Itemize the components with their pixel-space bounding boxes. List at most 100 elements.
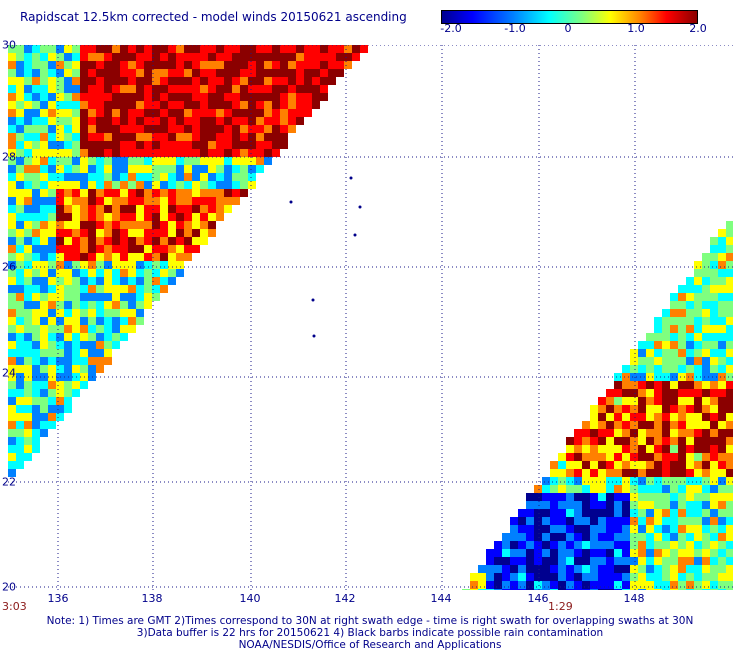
swath-cell — [670, 525, 678, 533]
swath-cell — [168, 141, 176, 149]
swath-cell — [56, 285, 64, 293]
swath-cell — [630, 429, 638, 437]
swath-cell — [582, 525, 590, 533]
swath-cell — [526, 589, 534, 590]
swath-cell — [8, 389, 16, 397]
swath-cell — [128, 157, 136, 165]
swath-cell — [128, 253, 136, 261]
swath-cell — [328, 77, 336, 85]
swath-cell — [670, 557, 678, 565]
swath-cell — [176, 269, 184, 277]
swath-cell — [598, 397, 606, 405]
swath-cell — [646, 389, 654, 397]
swath-cell — [72, 45, 80, 53]
swath-cell — [590, 485, 598, 493]
swath-cell — [240, 125, 248, 133]
swath-cell — [232, 157, 240, 165]
swath-cell — [56, 293, 64, 301]
swath-cell — [72, 325, 80, 333]
swath-cell — [582, 517, 590, 525]
swath-cell — [622, 445, 630, 453]
swath-cell — [80, 45, 88, 53]
swath-cell — [184, 229, 192, 237]
swath-cell — [48, 125, 56, 133]
swath-cell — [718, 517, 726, 525]
swath-cell — [232, 125, 240, 133]
swath-cell — [208, 61, 216, 69]
swath-cell — [144, 61, 152, 69]
swath-cell — [296, 61, 304, 69]
swath-cell — [32, 229, 40, 237]
swath-cell — [582, 581, 590, 589]
swath-cell — [558, 525, 566, 533]
swath-cell — [304, 85, 312, 93]
swath-cell — [72, 69, 80, 77]
swath-cell — [136, 237, 144, 245]
swath-cell — [304, 93, 312, 101]
swath-cell — [670, 517, 678, 525]
swath-cell — [694, 285, 702, 293]
swath-cell — [232, 77, 240, 85]
swath-cell — [646, 365, 654, 373]
swath-cell — [702, 277, 710, 285]
swath-cell — [48, 149, 56, 157]
swath-cell — [120, 45, 128, 53]
swath-cell — [104, 93, 112, 101]
swath-cell — [64, 245, 72, 253]
swath-cell — [678, 565, 686, 573]
swath-cell — [40, 61, 48, 69]
swath-cell — [64, 333, 72, 341]
swath-cell — [120, 245, 128, 253]
swath-cell — [670, 309, 678, 317]
swath-cell — [48, 85, 56, 93]
swath-cell — [16, 45, 24, 53]
swath-cell — [598, 541, 606, 549]
swath-cell — [88, 349, 96, 357]
swath-cell — [16, 101, 24, 109]
swath-cell — [72, 189, 80, 197]
swath-cell — [48, 109, 56, 117]
swath-cell — [80, 349, 88, 357]
swath-cell — [678, 405, 686, 413]
swath-cell — [112, 285, 120, 293]
swath-cell — [192, 157, 200, 165]
swath-cell — [574, 501, 582, 509]
swath-cell — [64, 109, 72, 117]
swath-cell — [112, 85, 120, 93]
swath-cell — [710, 397, 718, 405]
swath-cell — [64, 301, 72, 309]
swath-cell — [120, 269, 128, 277]
swath-cell — [694, 533, 702, 541]
lat-label: 30 — [2, 38, 16, 52]
swath-cell — [200, 157, 208, 165]
swath-cell — [614, 589, 622, 590]
swath-cell — [518, 581, 526, 589]
swath-cell — [328, 69, 336, 77]
swath-cell — [168, 277, 176, 285]
swath-cell — [104, 149, 112, 157]
swath-cell — [718, 253, 726, 261]
swath-cell — [352, 53, 360, 61]
swath-cell — [40, 333, 48, 341]
swath-cell — [48, 165, 56, 173]
swath-cell — [72, 157, 80, 165]
swath-cell — [136, 309, 144, 317]
swath-cell — [56, 389, 64, 397]
swath-cell — [160, 221, 168, 229]
swath-cell — [32, 277, 40, 285]
swath-cell — [256, 77, 264, 85]
swath-cell — [718, 317, 726, 325]
swath-cell — [40, 413, 48, 421]
swath-cell — [256, 165, 264, 173]
swath-cell — [184, 149, 192, 157]
swath-cell — [64, 277, 72, 285]
swath-cell — [670, 461, 678, 469]
swath-cell — [32, 341, 40, 349]
swath-cell — [686, 501, 694, 509]
swath-cell — [56, 157, 64, 165]
swath-cell — [72, 277, 80, 285]
swath-cell — [24, 173, 32, 181]
swath-cell — [80, 333, 88, 341]
swath-cell — [566, 445, 574, 453]
swath-cell — [96, 53, 104, 61]
